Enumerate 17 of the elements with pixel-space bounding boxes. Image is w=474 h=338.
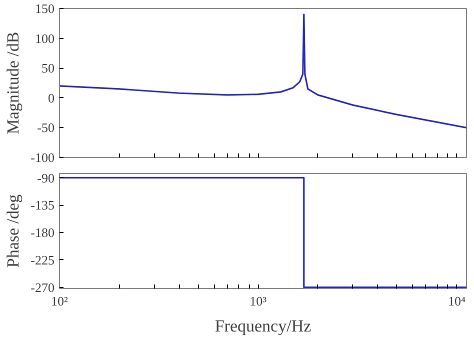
y-tick-label: 50 [42, 60, 54, 76]
y-tick-label: -50 [37, 120, 55, 136]
y-tick-label: -90 [37, 170, 55, 186]
y-tick-label: 150 [35, 1, 54, 16]
y-tick-label: -100 [30, 150, 55, 165]
y-tick-label: -225 [30, 252, 55, 268]
y-axis-title: Magnitude /dB [4, 32, 23, 134]
y-tick-label: -135 [30, 198, 55, 213]
x-tick-label: 10⁴ [448, 294, 466, 308]
x-axis-title: Frequency/Hz [214, 316, 312, 336]
x-tick-label: 10³ [250, 294, 267, 308]
y-tick-label: -180 [30, 225, 55, 240]
y-tick-label: 0 [48, 90, 54, 106]
y-axis-title: Phase /deg [4, 194, 23, 268]
y-tick-label: -270 [30, 280, 55, 295]
y-tick-label: 100 [35, 30, 54, 46]
x-tick-label: 10² [51, 294, 68, 308]
